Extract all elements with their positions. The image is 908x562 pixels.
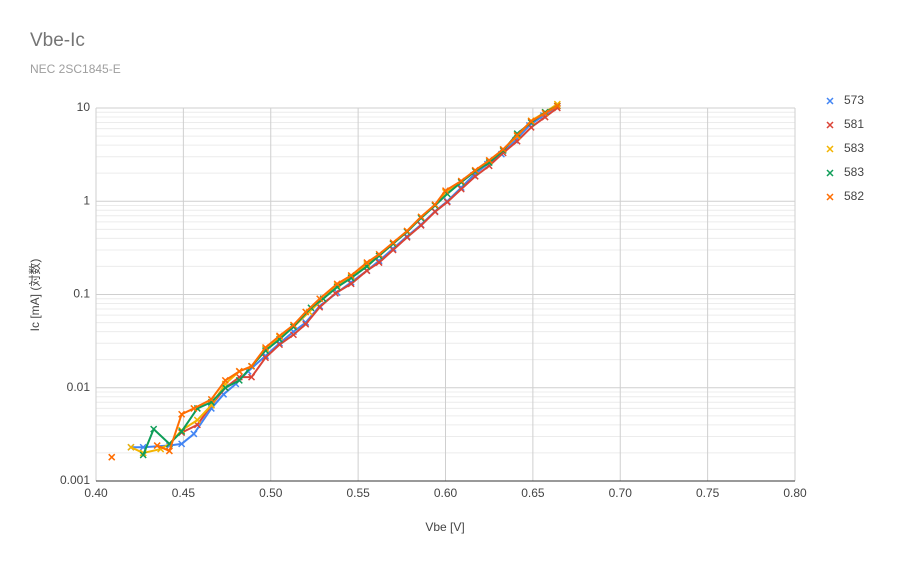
point-marker — [153, 442, 161, 450]
point-marker — [178, 410, 186, 418]
y-tick-label: 10 — [77, 100, 91, 114]
point-marker — [513, 130, 521, 138]
point-marker — [375, 250, 383, 258]
x-tick-label: 0.75 — [696, 486, 720, 500]
legend-label: 581 — [844, 117, 864, 131]
point-marker — [108, 453, 116, 461]
x-tick-label: 0.65 — [521, 486, 545, 500]
point-marker — [389, 239, 397, 247]
legend-label: 583 — [844, 141, 864, 155]
point-marker — [235, 376, 243, 384]
legend-marker — [826, 121, 834, 129]
point-marker — [247, 362, 256, 370]
point-marker — [403, 233, 411, 241]
point-marker — [363, 259, 371, 267]
point-marker — [403, 227, 411, 235]
point-marker — [471, 172, 479, 180]
x-tick-label: 0.55 — [346, 486, 370, 500]
legend-label: 583 — [844, 165, 864, 179]
point-marker — [289, 331, 297, 339]
point-marker — [431, 201, 439, 209]
chart-title: Vbe-Ic — [30, 30, 85, 51]
x-tick-label: 0.80 — [783, 486, 807, 500]
y-tick-label: 0.1 — [73, 287, 90, 301]
point-marker — [261, 343, 270, 352]
legend-marker — [826, 169, 834, 177]
point-marker — [289, 323, 297, 331]
point-marker — [150, 425, 158, 433]
point-marker — [165, 447, 173, 455]
x-tick-label: 0.60 — [434, 486, 458, 500]
point-marker — [441, 187, 450, 195]
point-marker — [302, 308, 310, 316]
x-tick-label: 0.70 — [609, 486, 633, 500]
point-marker — [431, 208, 439, 216]
point-marker — [347, 271, 355, 279]
series-line — [181, 107, 558, 434]
point-marker — [178, 427, 186, 435]
point-marker — [333, 280, 341, 288]
point-marker — [375, 259, 383, 267]
point-marker — [541, 109, 549, 117]
point-marker — [193, 416, 201, 424]
point-marker — [190, 404, 198, 412]
legend-label: 582 — [844, 189, 864, 203]
point-marker — [499, 145, 507, 153]
point-marker — [513, 131, 521, 139]
point-marker — [471, 166, 479, 174]
y-tick-label: 1 — [83, 193, 90, 207]
point-marker — [261, 354, 270, 362]
point-marker — [347, 280, 355, 288]
x-axis-label: Vbe [V] — [425, 520, 464, 534]
legend-marker — [826, 97, 834, 105]
point-marker — [316, 295, 324, 303]
y-tick-label: 0.001 — [60, 473, 90, 487]
point-marker — [457, 177, 465, 185]
point-marker — [457, 185, 465, 193]
point-marker — [417, 221, 425, 229]
point-marker — [443, 198, 451, 206]
point-marker — [527, 117, 535, 125]
point-marker — [247, 373, 256, 381]
point-marker — [139, 451, 147, 459]
point-marker — [221, 376, 229, 384]
point-marker — [190, 430, 198, 438]
point-marker — [389, 246, 397, 254]
point-marker — [178, 440, 186, 448]
point-marker — [127, 443, 135, 451]
x-tick-label: 0.45 — [172, 486, 196, 500]
point-marker — [275, 341, 284, 349]
point-marker — [235, 367, 243, 375]
y-tick-label: 0.01 — [67, 380, 91, 394]
legend-label: 573 — [844, 93, 864, 107]
legend-marker — [826, 193, 834, 201]
point-marker — [207, 395, 215, 403]
x-tick-label: 0.50 — [259, 486, 283, 500]
y-axis-label: Ic [mA] (対数) — [27, 259, 42, 332]
point-marker — [363, 260, 371, 268]
point-marker — [289, 321, 297, 329]
point-marker — [275, 332, 284, 340]
x-tick-label: 0.40 — [84, 486, 108, 500]
point-marker — [302, 320, 310, 328]
legend-marker — [826, 145, 834, 153]
point-marker — [485, 156, 493, 164]
chart-subtitle: NEC 2SC1845-E — [30, 62, 121, 76]
point-marker — [221, 384, 229, 392]
point-marker — [417, 213, 425, 221]
point-marker — [553, 102, 561, 110]
